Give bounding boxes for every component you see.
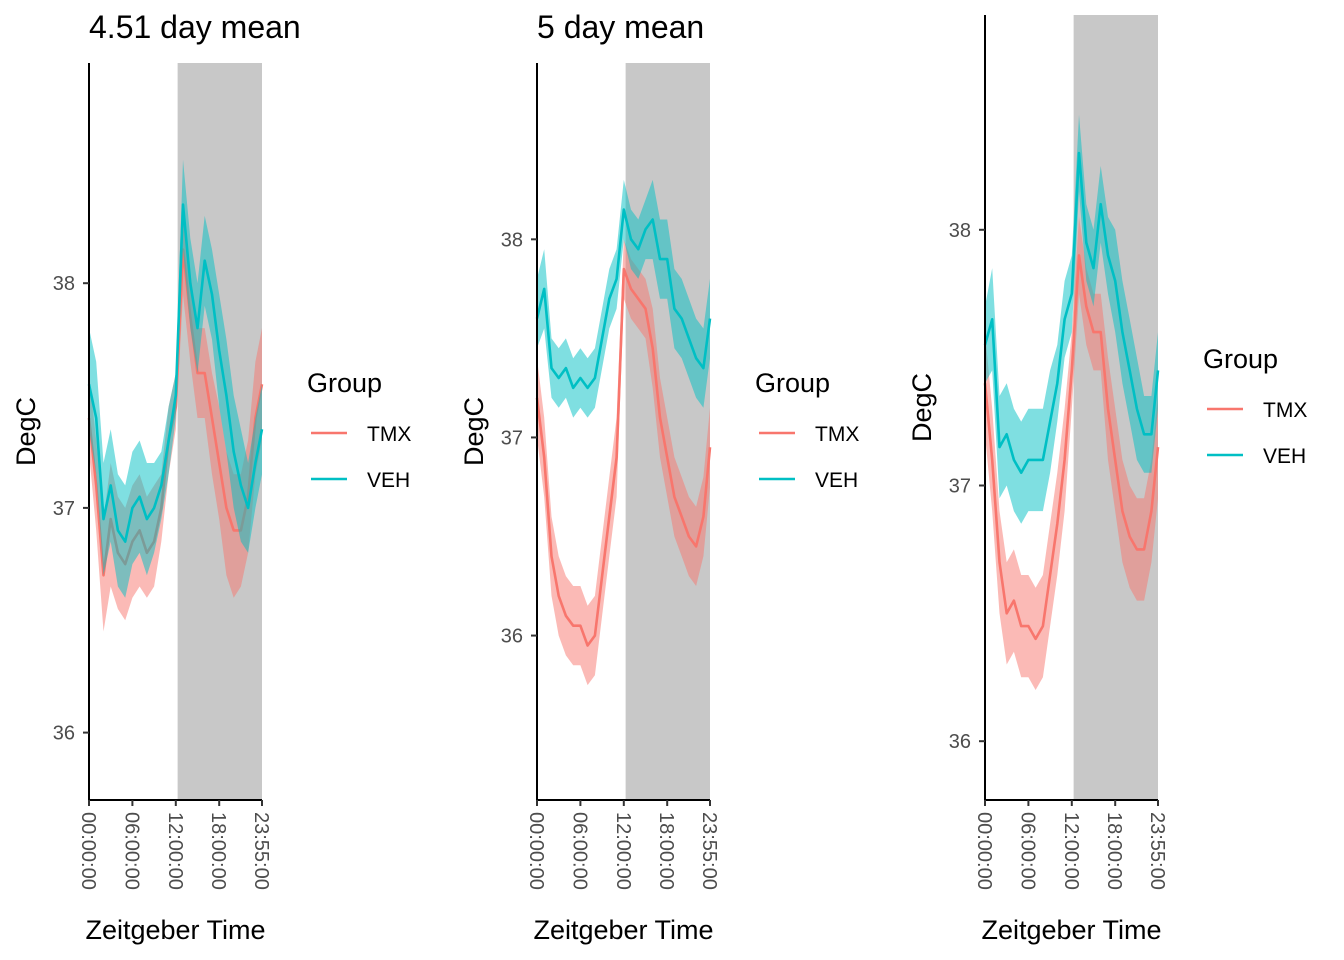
series-line-tmx <box>535 267 712 647</box>
y-tick-label: 36 <box>501 626 523 648</box>
legend-label-tmx: TMX <box>367 423 411 446</box>
legend-title: Group <box>1203 344 1278 374</box>
y-tick-label: 38 <box>501 229 523 251</box>
x-tick-label: 23:55:00 <box>698 812 720 890</box>
x-tick-label: 06:00:00 <box>120 812 142 890</box>
x-axis-label: Zeitgeber Time <box>981 915 1161 945</box>
x-tick-label: 18:00:00 <box>1103 812 1125 890</box>
y-tick-label: 38 <box>949 220 971 242</box>
legend-label-tmx: TMX <box>1263 399 1307 422</box>
legend-label-veh: VEH <box>1263 445 1306 468</box>
x-tick-label: 06:00:00 <box>1016 812 1038 890</box>
x-tick-label: 00:00:00 <box>77 812 99 890</box>
series-line-veh <box>983 151 1160 475</box>
x-tick-label: 12:00:00 <box>612 812 634 890</box>
x-tick-label: 23:55:00 <box>250 812 272 890</box>
x-tick-label: 12:00:00 <box>164 812 186 890</box>
ribbon-veh <box>985 114 1158 524</box>
series-line-veh <box>87 203 264 543</box>
chart-title: 4.51 day mean <box>89 9 301 45</box>
y-axis-label: DegC <box>11 397 41 466</box>
ribbon-tmx <box>537 239 710 686</box>
series-line-veh <box>535 208 712 390</box>
y-tick-label: 36 <box>53 723 75 745</box>
legend-label-veh: VEH <box>367 469 410 492</box>
x-tick-label: 23:55:00 <box>1146 812 1168 890</box>
series-line-tmx <box>983 254 1160 641</box>
x-tick-label: 00:00:00 <box>973 812 995 890</box>
x-tick-label: 06:00:00 <box>568 812 590 890</box>
legend-title: Group <box>755 368 830 398</box>
panel-3: 36 37 38 00:00:00 06:00:00 12:00:00 18:00:00 23… <box>907 15 1307 945</box>
ribbon-veh <box>537 179 710 418</box>
legend-label-veh: VEH <box>815 469 858 492</box>
legend: Group TMX VEH <box>307 368 411 492</box>
x-tick-label: 12:00:00 <box>1060 812 1082 890</box>
y-tick-label: 37 <box>501 427 523 449</box>
x-axis-label: Zeitgeber Time <box>533 915 713 945</box>
legend: Group TMX VEH <box>1203 344 1307 468</box>
legend-label-tmx: TMX <box>815 423 859 446</box>
y-tick-label: 36 <box>949 731 971 753</box>
legend: Group TMX VEH <box>755 368 859 492</box>
y-tick-label: 38 <box>53 273 75 295</box>
legend-title: Group <box>307 368 382 398</box>
y-axis-label: DegC <box>459 397 489 466</box>
panel-1: 36 37 38 00:00:00 06:00:00 12:00:00 18:00:00 23… <box>11 9 411 945</box>
x-tick-label: 18:00:00 <box>655 812 677 890</box>
x-tick-label: 18:00:00 <box>207 812 229 890</box>
y-tick-label: 37 <box>949 475 971 497</box>
x-tick-label: 00:00:00 <box>525 812 547 890</box>
y-axis-label: DegC <box>907 373 937 442</box>
x-axis-label: Zeitgeber Time <box>85 915 265 945</box>
chart-title: 5 day mean <box>537 9 704 45</box>
y-tick-label: 37 <box>53 498 75 520</box>
panel-2: 36 37 38 00:00:00 06:00:00 12:00:00 18:00:00 23… <box>459 9 859 945</box>
